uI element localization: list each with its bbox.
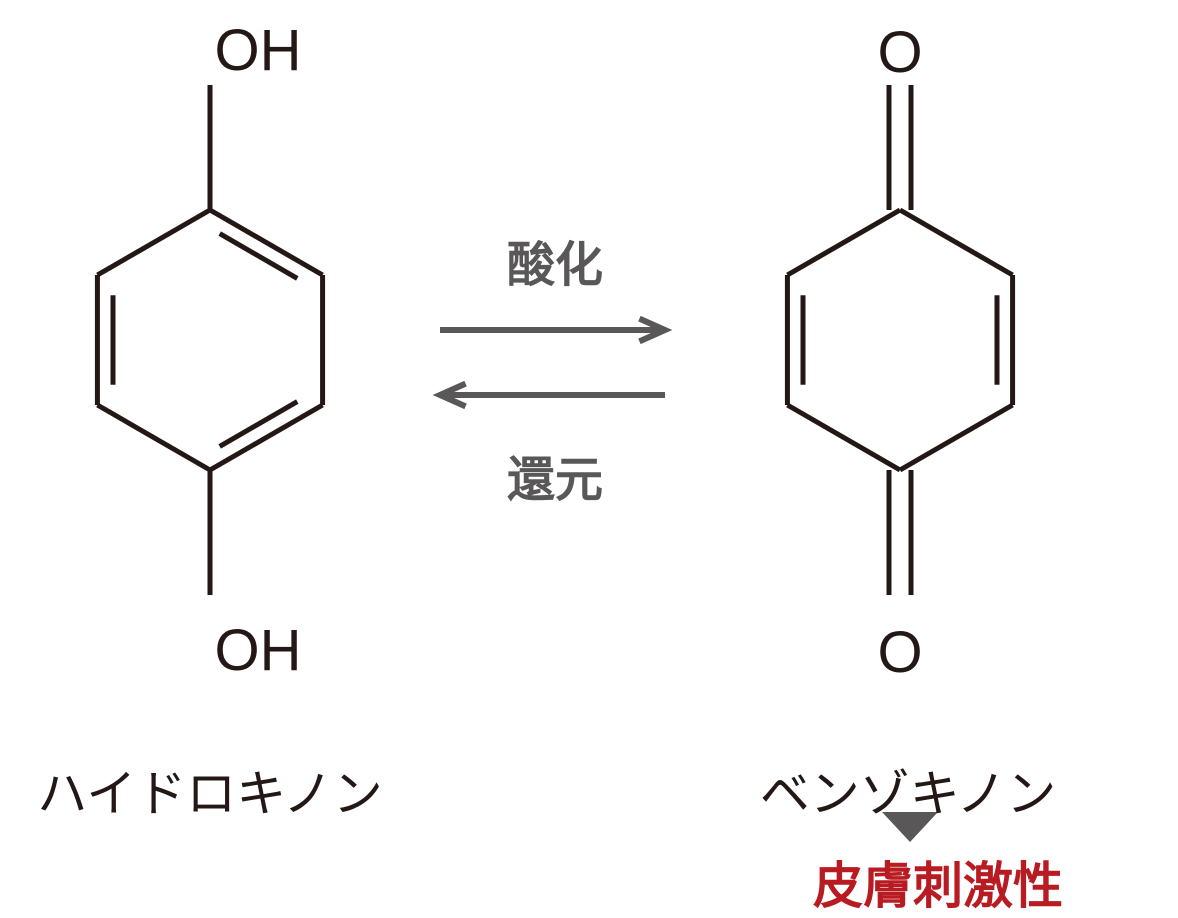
left-top-atom-label: OH (215, 17, 302, 84)
forward-reaction-label: 酸化 (507, 225, 603, 295)
right-bottom-atom-label: O (877, 619, 922, 686)
right-top-atom-label: O (877, 19, 922, 86)
left-molecule-name: ハイドロキノン (37, 754, 383, 826)
backward-reaction-label: 還元 (507, 440, 603, 510)
left-bottom-atom-label: OH (215, 617, 302, 684)
right-molecule-note: 皮膚刺激性 (813, 846, 1063, 918)
right-molecule-name: ベンゾキノン (760, 754, 1057, 826)
